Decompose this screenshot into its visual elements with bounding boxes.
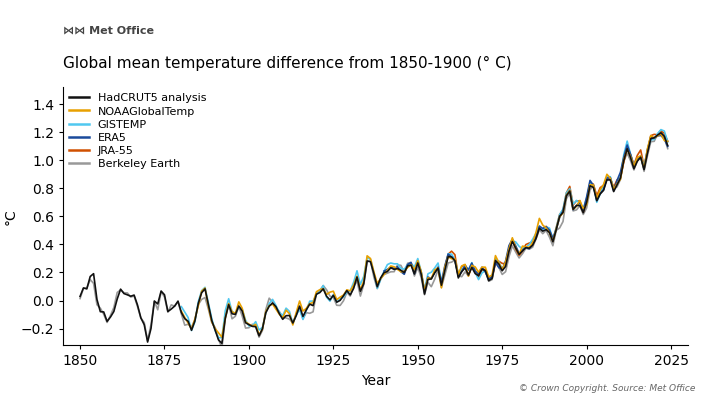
Text: ⋈⋈ Met Office: ⋈⋈ Met Office (63, 26, 154, 36)
Text: © Crown Copyright. Source: Met Office: © Crown Copyright. Source: Met Office (519, 384, 695, 393)
Y-axis label: °C: °C (4, 208, 18, 225)
Legend: HadCRUT5 analysis, NOAAGlobalTemp, GISTEMP, ERA5, JRA-55, Berkeley Earth: HadCRUT5 analysis, NOAAGlobalTemp, GISTE… (69, 93, 206, 170)
Text: Global mean temperature difference from 1850-1900 (° C): Global mean temperature difference from … (63, 56, 512, 71)
X-axis label: Year: Year (361, 374, 390, 388)
